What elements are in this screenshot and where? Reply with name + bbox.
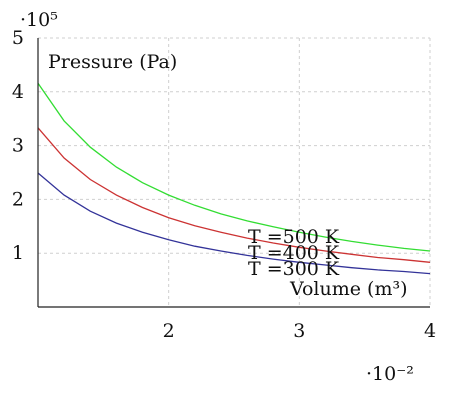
x-scale-multiplier: ·10⁻²	[366, 363, 414, 385]
series-label: T =400 K	[248, 242, 340, 264]
series-label: T =500 K	[248, 226, 340, 248]
y-tick-label: 3	[12, 135, 24, 157]
series-line	[37, 172, 431, 275]
x-tick-label: 3	[293, 320, 305, 342]
series-lines	[37, 82, 431, 275]
series-labels: T =500 KT =400 KT =300 K	[248, 226, 340, 280]
y-tick-label: 2	[12, 188, 24, 210]
x-tick-label: 4	[424, 320, 436, 342]
y-scale-multiplier: ·10⁵	[20, 9, 58, 31]
axes	[37, 38, 430, 308]
x-tick-label: 2	[163, 320, 175, 342]
x-axis-label: Volume (m³)	[289, 278, 408, 300]
y-tick-label: 4	[12, 81, 24, 103]
tick-labels: 1 2 3 4 5 2 3 4	[12, 27, 436, 342]
series-line	[37, 127, 431, 263]
series-label: T =300 K	[248, 258, 340, 280]
y-axis-label: Pressure (Pa)	[48, 51, 177, 73]
y-tick-label: 1	[12, 242, 24, 264]
grid	[38, 37, 431, 307]
series-line	[37, 82, 431, 252]
y-tick-label: 5	[12, 27, 24, 49]
